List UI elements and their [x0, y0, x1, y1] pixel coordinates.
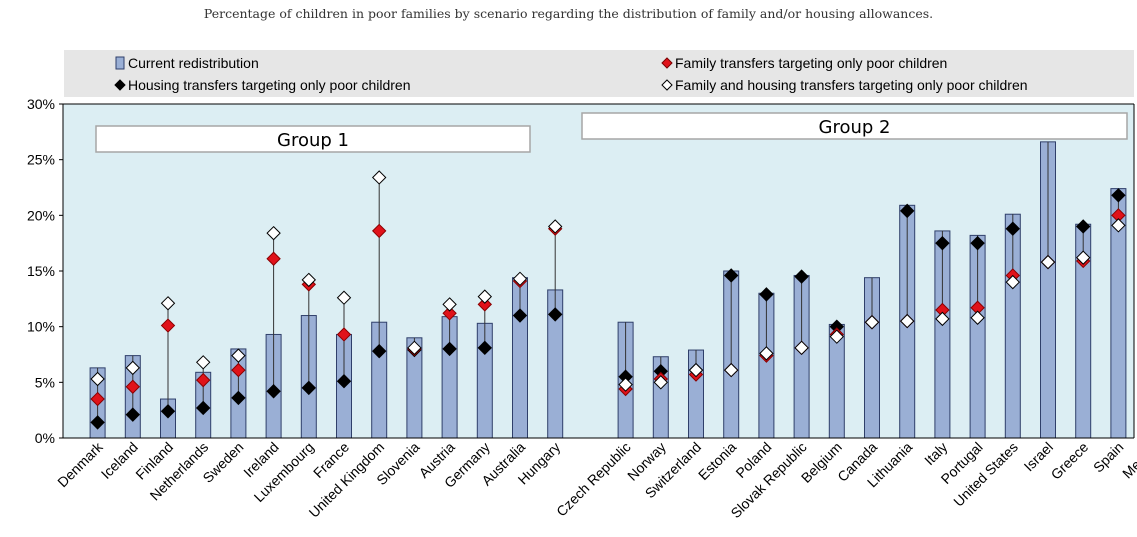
marker-housing — [935, 235, 950, 251]
marker-family-housing — [442, 297, 457, 312]
marker-family-housing — [195, 355, 211, 370]
y-axis: 0% 5% 10% 15% 20% 25% 30% — [27, 96, 1135, 446]
x-tick-label: Italy — [921, 439, 950, 468]
legend-swatch-diamond-red — [661, 57, 673, 69]
marker-family-housing — [512, 271, 528, 287]
marker-housing — [231, 390, 246, 406]
x-tick-label: Iceland — [98, 439, 141, 482]
marker-housing — [477, 340, 493, 356]
marker-family — [90, 391, 105, 407]
legend: Current redistribution Housing transfers … — [64, 50, 1134, 97]
marker-family-housing — [1005, 274, 1021, 290]
marker-family — [160, 318, 176, 333]
marker-housing — [195, 400, 211, 416]
marker-family-housing — [618, 377, 633, 392]
chart-title: Percentage of children in poor families … — [203, 6, 934, 21]
x-tick-label: Czech Republic — [553, 439, 634, 520]
marker-family-housing — [1111, 218, 1126, 233]
x-tick-label: Estonia — [695, 439, 739, 483]
marker-family-housing — [301, 272, 317, 288]
legend-swatch-current — [115, 56, 125, 70]
marker-housing — [759, 287, 774, 302]
marker-housing — [125, 407, 141, 422]
marker-family-housing — [90, 371, 105, 387]
marker-family-housing — [547, 219, 563, 234]
x-tick-label: Mexico — [1119, 439, 1137, 482]
marker-family-housing — [794, 340, 809, 356]
marker-family — [266, 251, 281, 266]
y-tick-label: 10% — [27, 319, 55, 335]
marker-family-housing — [125, 360, 141, 376]
marker-family — [125, 379, 141, 394]
y-tick-label: 5% — [35, 374, 55, 390]
group-label: Group 1 — [277, 130, 349, 151]
marker-family-housing — [899, 313, 915, 329]
markers — [90, 170, 1126, 430]
bars — [89, 141, 1127, 439]
marker-family — [336, 327, 352, 342]
legend-label: Current redistribution — [128, 55, 259, 71]
marker-family-housing — [653, 375, 669, 390]
marker-housing — [371, 343, 387, 359]
y-tick-label: 15% — [27, 263, 55, 279]
marker-family-housing — [935, 311, 950, 327]
marker-housing — [442, 341, 457, 357]
marker-housing — [266, 384, 281, 399]
y-tick-label: 25% — [27, 152, 55, 168]
marker-family — [371, 223, 387, 239]
marker-family-housing — [829, 329, 845, 344]
legend-label: Family transfers targeting only poor chi… — [675, 55, 947, 71]
marker-housing — [1111, 188, 1126, 203]
legend-box — [64, 50, 1134, 97]
marker-housing — [512, 308, 528, 323]
marker-housing — [899, 203, 915, 219]
marker-family-housing — [970, 310, 985, 325]
marker-family-housing — [864, 315, 880, 330]
legend-swatch-diamond-black — [114, 79, 126, 91]
group-label: Group 2 — [819, 117, 891, 138]
marker-housing — [301, 380, 317, 396]
legend-swatch-diamond-white — [661, 79, 673, 91]
y-tick-label: 20% — [27, 207, 55, 223]
marker-housing — [547, 307, 563, 322]
group-box — [581, 112, 1128, 140]
marker-family-housing — [160, 296, 176, 311]
legend-label: Family and housing transfers targeting o… — [675, 77, 1028, 93]
y-tick-label: 0% — [35, 430, 55, 446]
x-tick-label: Denmark — [54, 438, 106, 490]
marker-family — [195, 372, 211, 388]
legend-label: Housing transfers targeting only poor ch… — [128, 77, 411, 93]
marker-family-housing — [477, 289, 493, 304]
marker-housing — [1005, 221, 1021, 236]
marker-family-housing — [371, 170, 387, 185]
marker-family-housing — [1075, 250, 1091, 265]
marker-family-housing — [688, 362, 704, 378]
marker-housing — [1075, 219, 1091, 234]
marker-housing — [794, 269, 809, 284]
marker-family-housing — [759, 346, 774, 361]
group-boxes: Group 1 Group 2 — [95, 112, 1128, 153]
marker-family-housing — [336, 290, 352, 305]
marker-family-housing — [231, 348, 246, 363]
marker-family-housing — [1040, 254, 1056, 270]
group-box — [95, 125, 531, 153]
x-axis: DenmarkIcelandFinlandNetherlandsSwedenIr… — [54, 437, 1137, 521]
marker-housing — [336, 374, 352, 389]
marker-housing — [970, 235, 985, 251]
marker-family — [231, 362, 246, 378]
marker-family-housing — [407, 340, 422, 356]
y-tick-label: 30% — [27, 96, 55, 112]
marker-family-housing — [266, 225, 281, 241]
marker-family-housing — [723, 362, 739, 378]
marker-housing — [723, 268, 739, 283]
marker-housing — [160, 404, 176, 419]
x-tick-label: Greece — [1048, 439, 1092, 483]
marker-housing — [90, 415, 105, 430]
marker-family — [477, 297, 493, 312]
marker-family — [442, 306, 457, 321]
